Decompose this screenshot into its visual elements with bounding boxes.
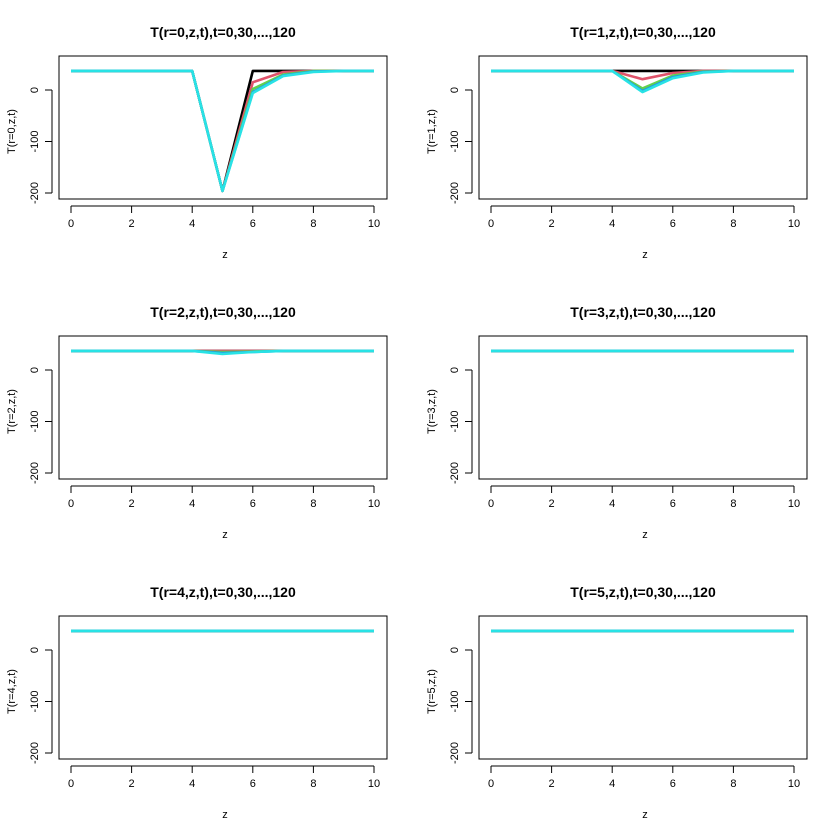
x-tick-label: 6 [670, 498, 676, 510]
y-tick-label: -200 [29, 462, 41, 484]
x-tick-label: 2 [129, 778, 135, 790]
x-tick-label: 2 [549, 498, 555, 510]
x-tick-label: 2 [129, 498, 135, 510]
y-tick-label: 0 [29, 87, 41, 93]
series-line-0 [71, 69, 374, 193]
x-tick-label: 8 [310, 498, 316, 510]
x-tick-label: 4 [609, 498, 615, 510]
y-tick-label: -100 [449, 410, 461, 432]
x-tick-label: 4 [609, 218, 615, 230]
plot-frame [478, 615, 808, 760]
x-tick-label: 2 [549, 778, 555, 790]
y-tick-label: -100 [29, 410, 41, 432]
panel-2: T(r=2,z,t),t=0,30,...,120 0 2 4 6 8 10 0 -100 -20… [6, 304, 388, 541]
y-axis-label: T(r=2,z,t) [6, 389, 18, 434]
series-line-4 [491, 69, 794, 94]
plot-frame [58, 615, 388, 760]
x-tick-label: 0 [68, 498, 74, 510]
chart-title: T(r=1,z,t),t=0,30,...,120 [570, 24, 716, 40]
x-tick-label: 4 [189, 778, 195, 790]
chart-title: T(r=2,z,t),t=0,30,...,120 [150, 304, 296, 320]
x-tick-label: 6 [250, 778, 256, 790]
series-line-1 [71, 69, 374, 193]
x-tick-label: 6 [250, 498, 256, 510]
chart-title: T(r=5,z,t),t=0,30,...,120 [570, 584, 716, 600]
x-tick-label: 8 [730, 218, 736, 230]
x-axis-label: z [222, 809, 228, 821]
y-axis-label: T(r=3,z,t) [426, 389, 438, 434]
x-axis-label: z [222, 249, 228, 261]
x-axis-label: z [222, 529, 228, 541]
x-tick-label: 4 [189, 498, 195, 510]
y-tick-label: 0 [29, 367, 41, 373]
y-tick-label: 0 [449, 367, 461, 373]
x-tick-label: 0 [68, 218, 74, 230]
x-tick-label: 6 [670, 778, 676, 790]
y-axis-label: T(r=0,z,t) [6, 109, 18, 154]
x-axis-label: z [642, 529, 648, 541]
x-tick-label: 0 [488, 498, 494, 510]
x-tick-label: 6 [670, 218, 676, 230]
x-tick-label: 10 [368, 218, 380, 230]
y-tick-label: -100 [29, 130, 41, 152]
x-tick-label: 10 [368, 498, 380, 510]
x-tick-label: 2 [129, 218, 135, 230]
y-tick-label: -100 [449, 690, 461, 712]
x-tick-label: 10 [368, 778, 380, 790]
x-tick-label: 0 [488, 218, 494, 230]
y-tick-label: 0 [29, 647, 41, 653]
x-tick-label: 10 [788, 498, 800, 510]
series-line-2 [71, 69, 374, 193]
y-axis-label: T(r=1,z,t) [426, 109, 438, 154]
y-tick-label: 0 [449, 647, 461, 653]
series-line-4 [71, 69, 374, 193]
x-tick-label: 8 [310, 778, 316, 790]
x-tick-label: 8 [310, 218, 316, 230]
plot-frame [478, 335, 808, 480]
y-tick-label: -200 [449, 742, 461, 764]
y-tick-label: -200 [29, 742, 41, 764]
plot-frame [58, 335, 388, 480]
x-tick-label: 4 [189, 218, 195, 230]
y-axis-label: T(r=4,z,t) [6, 669, 18, 714]
panel-5: T(r=5,z,t),t=0,30,...,120 0 2 4 6 8 10 0 -100 -20… [426, 584, 808, 821]
series-line-3 [71, 69, 374, 193]
y-tick-label: -100 [449, 130, 461, 152]
x-tick-label: 0 [488, 778, 494, 790]
chart-title: T(r=0,z,t),t=0,30,...,120 [150, 24, 296, 40]
x-tick-label: 2 [549, 218, 555, 230]
x-axis-label: z [642, 249, 648, 261]
y-tick-label: 0 [449, 87, 461, 93]
panel-3: T(r=3,z,t),t=0,30,...,120 0 2 4 6 8 10 0 -100 -20… [426, 304, 808, 541]
chart-title: T(r=3,z,t),t=0,30,...,120 [570, 304, 716, 320]
x-tick-label: 10 [788, 218, 800, 230]
plot-frame [478, 55, 808, 200]
x-tick-label: 4 [609, 778, 615, 790]
y-tick-label: -200 [449, 462, 461, 484]
x-tick-label: 8 [730, 498, 736, 510]
x-tick-label: 0 [68, 778, 74, 790]
x-tick-label: 6 [250, 218, 256, 230]
panel-4: T(r=4,z,t),t=0,30,...,120 0 2 4 6 8 10 0 -100 -20… [6, 584, 388, 821]
y-tick-label: -100 [29, 690, 41, 712]
panel-1: T(r=1,z,t),t=0,30,...,120 0 2 4 6 8 10 0 -100 -20… [426, 24, 808, 261]
y-tick-label: -200 [29, 182, 41, 204]
y-tick-label: -200 [449, 182, 461, 204]
panel-0: T(r=0,z,t),t=0,30,...,120 0 2 4 6 8 10 0 -100 -20… [6, 24, 388, 261]
x-axis-label: z [642, 809, 648, 821]
chart-title: T(r=4,z,t),t=0,30,...,120 [150, 584, 296, 600]
plot-frame [58, 55, 388, 200]
y-axis-label: T(r=5,z,t) [426, 669, 438, 714]
x-tick-label: 8 [730, 778, 736, 790]
x-tick-label: 10 [788, 778, 800, 790]
series-line-4 [71, 349, 374, 356]
